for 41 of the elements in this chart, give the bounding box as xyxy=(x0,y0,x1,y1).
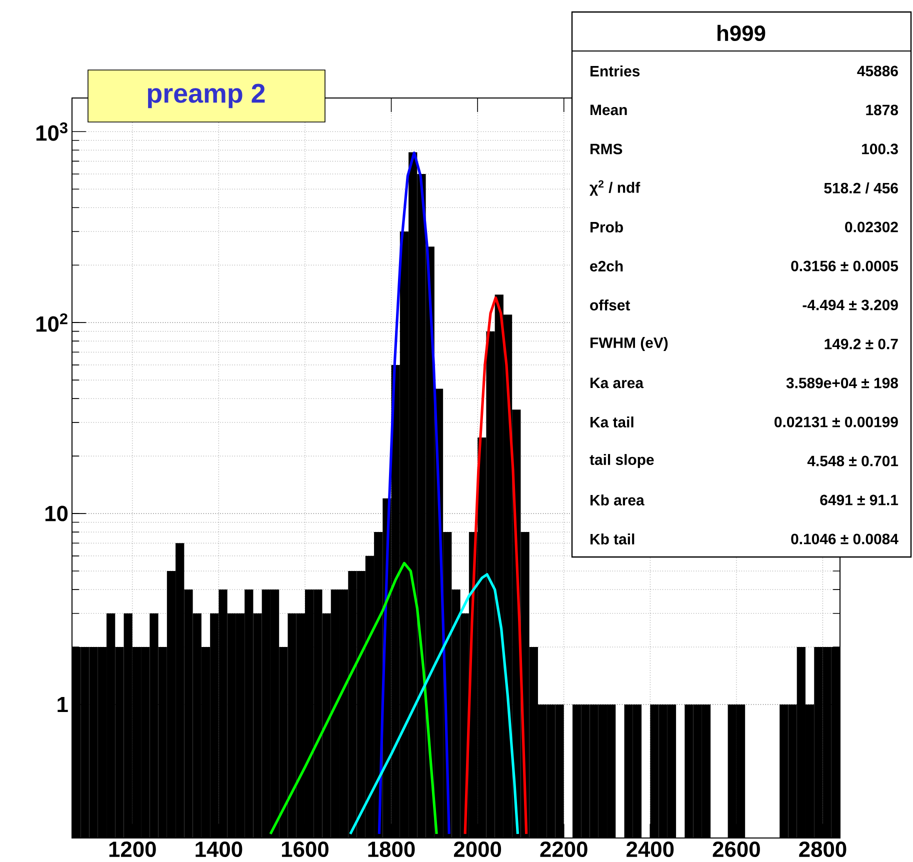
text: h999 xyxy=(718,24,766,42)
y-tick-label: 1 xyxy=(58,696,68,712)
y-tick-label: 10 xyxy=(45,506,68,522)
x-tick-label: 1600 xyxy=(282,842,328,858)
annotation: tail slope xyxy=(590,454,654,468)
annotation: Kb area xyxy=(590,494,644,506)
annotation: preamp 2 xyxy=(148,84,265,108)
annotation: e2ch xyxy=(590,260,623,272)
text: Entries xyxy=(590,66,640,76)
annotation: Ka tail xyxy=(590,416,634,428)
annotation: χ$^{2}$ / ndf xyxy=(590,180,640,196)
annotation: 0.02131 ± 0.00199 xyxy=(774,416,898,428)
annotation: 6491 ± 91.1 xyxy=(820,494,898,506)
annotation: 518.2 / 456 xyxy=(824,182,898,194)
annotation: 4.548 ± 0.701 xyxy=(807,456,898,466)
text: 1878 xyxy=(866,104,898,116)
x-tick-label: 2600 xyxy=(712,842,760,858)
annotation: 0.3156 ± 0.0005 xyxy=(791,260,898,272)
x-tick-label: 1200 xyxy=(109,842,156,858)
annotation: 3.589e+04 ± 198 xyxy=(786,378,898,388)
annotation: FWHM (eV) xyxy=(590,337,668,351)
x-tick-label: 2400 xyxy=(626,842,674,858)
annotation: RMS xyxy=(590,144,622,154)
text: 45886 xyxy=(857,66,898,76)
x-tick-label: 2200 xyxy=(540,842,588,858)
x-tick-label: 1400 xyxy=(196,842,242,858)
x-tick-label: 2800 xyxy=(799,842,846,858)
annotation: -4.494 ± 3.209 xyxy=(802,300,898,310)
x-tick-label: 2000 xyxy=(454,842,502,858)
annotation: offset xyxy=(590,300,630,310)
x-tick-label: 1800 xyxy=(368,842,415,858)
y-tick-label: 10$^{3}$ xyxy=(36,122,68,141)
text: 0.02302 xyxy=(845,222,898,232)
annotation: Prob xyxy=(590,222,623,232)
text: 100.3 xyxy=(862,144,898,154)
y-tick-label: 10$^{2}$ xyxy=(36,313,68,332)
annotation: Kb tail xyxy=(590,534,634,544)
annotation: 0.1046 ± 0.0084 xyxy=(791,534,898,544)
annotation: Mean xyxy=(590,104,627,116)
annotation: 149.2 ± 0.7 xyxy=(824,338,898,350)
annotation: Ka area xyxy=(590,378,644,388)
